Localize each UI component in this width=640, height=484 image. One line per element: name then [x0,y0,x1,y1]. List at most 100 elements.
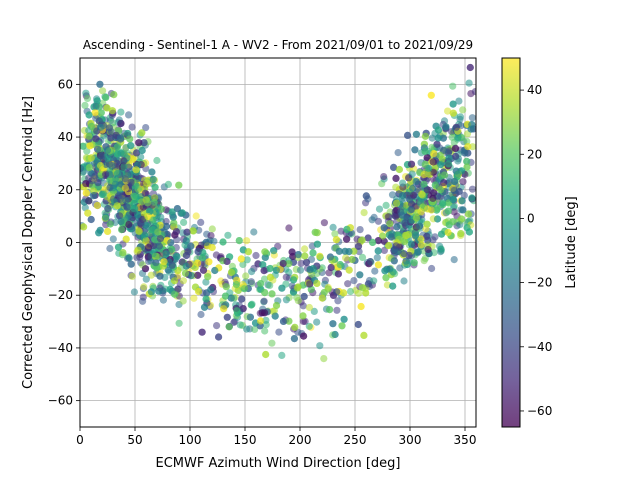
scatter-point [200,303,209,311]
scatter-point [282,273,290,281]
scatter-point [110,91,118,99]
scatter-point [379,232,387,240]
scatter-point [380,173,388,181]
scatter-point [427,91,435,99]
scatter-point [239,305,247,313]
scatter-point [316,252,324,260]
y-tick-label: 0 [65,236,73,250]
scatter-point [86,142,94,150]
scatter-point [250,228,258,236]
scatter-point [326,306,334,314]
scatter-point [197,218,205,226]
scatter-point [142,275,150,283]
scatter-point [150,198,158,206]
scatter-point [94,179,102,187]
scatter-point [313,318,321,326]
scatter-point [346,287,355,296]
scatter-point [434,126,443,134]
scatter-point [409,184,417,192]
scatter-point [132,192,140,200]
scatter-point [450,256,458,264]
scatter-point [97,109,105,117]
scatter-point [106,184,114,192]
scatter-point [423,154,431,162]
scatter-point [244,248,252,256]
scatter-point [169,213,177,221]
scatter-point [138,146,146,155]
scatter-point [448,133,456,141]
scatter-point [459,178,467,186]
y-tick-label: −40 [48,341,73,355]
scatter-point [449,100,457,108]
scatter-point [99,87,107,95]
scatter-point [243,256,251,264]
scatter-point [355,289,363,297]
scatter-point [144,212,152,221]
colorbar-ticks: −60 −40 −20 0 20 40 [520,83,552,418]
scatter-point [162,250,170,258]
chart-title: Ascending - Sentinel-1 A - WV2 - From 20… [83,38,473,52]
scatter-point [154,228,162,236]
scatter-point [168,261,176,269]
scatter-point [423,220,431,228]
scatter-point [449,109,457,117]
x-axis-ticks: 0 50 100 150 200 250 300 350 [76,427,476,447]
x-tick-label: 350 [454,433,477,447]
scatter-point [429,158,437,166]
x-tick-label: 150 [234,433,257,447]
scatter-point [340,315,348,323]
scatter-point [182,237,190,245]
scatter-point [140,231,148,239]
scatter-point [356,271,364,279]
scatter-point [149,175,157,183]
scatter-point [382,201,390,209]
scatter-point [300,332,308,340]
scatter-point [114,243,123,251]
scatter-point [95,102,103,111]
scatter-point [219,238,227,246]
scatter-point [120,157,128,165]
scatter-point [320,355,328,363]
scatter-point [155,287,163,295]
scatter-point [160,258,168,266]
scatter-point [334,297,342,305]
scatter-point [342,254,350,262]
scatter-point [102,170,110,178]
scatter-point [116,212,124,220]
scatter-point [97,123,105,131]
scatter-point [81,101,89,109]
scatter-point [106,176,114,184]
scatter-point [187,242,195,250]
scatter-point [399,179,407,187]
scatter-point [279,259,287,268]
scatter-point [429,194,437,202]
scatter-point [234,286,242,294]
scatter-point [457,215,466,223]
scatter-point [285,260,293,268]
scatter-point [301,252,309,260]
scatter-point [140,139,148,147]
scatter-point [107,134,115,142]
scatter-point [179,297,187,305]
scatter-point [360,331,368,339]
scatter-point [343,235,351,243]
scatter-point [412,178,420,186]
colorbar-tick-label: −20 [527,276,552,290]
scatter-point [153,156,161,165]
scatter-point [113,143,121,151]
scatter-point [122,235,130,243]
scatter-point [355,248,363,256]
scatter-point [207,232,215,240]
scatter-point [375,205,384,213]
scatter-point [138,129,146,137]
scatter-point [468,114,476,122]
scatter-point [392,174,400,182]
scatter-point [385,242,393,250]
scatter-point [262,350,270,359]
scatter-point [84,209,92,217]
scatter-point [155,242,163,250]
scatter-point [418,190,426,198]
scatter-point [222,283,230,291]
scatter-point [420,257,428,265]
x-axis-label: ECMWF Azimuth Wind Direction [deg] [156,456,401,471]
